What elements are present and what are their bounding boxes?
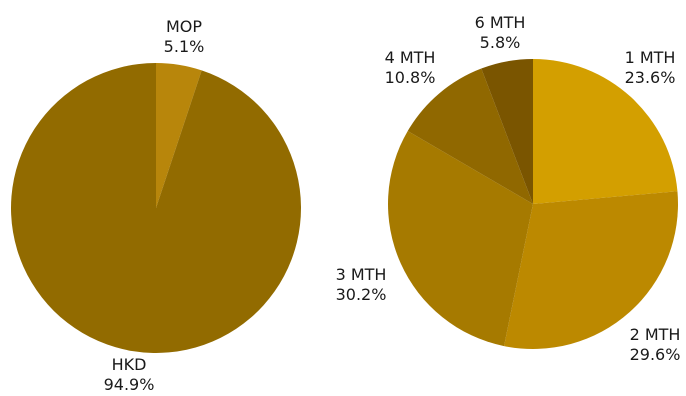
pie1-value-mop: 5.1% [164, 37, 205, 56]
pie2-value-4-mth: 10.8% [385, 68, 436, 87]
pie2-value-1-mth: 23.6% [625, 68, 676, 87]
pie2-label-6-mth: 6 MTH [475, 13, 526, 32]
pie2-slice-3-mth [387, 130, 533, 347]
pie2-value-6-mth: 5.8% [480, 33, 521, 52]
pie1-slice-mop [156, 63, 202, 208]
pie1-label-hkd: HKD [112, 355, 147, 374]
pie1-value-hkd: 94.9% [104, 375, 155, 394]
pie1-label-mop: MOP [166, 17, 202, 36]
pie2-label-3-mth: 3 MTH [336, 265, 387, 284]
pie2-label-2-mth: 2 MTH [630, 325, 681, 344]
pie2-slice-6-mth [481, 59, 533, 204]
pie2-value-2-mth: 29.6% [630, 345, 681, 364]
pie1-slice-hkd [11, 63, 302, 353]
pie2-label-4-mth: 4 MTH [385, 48, 436, 67]
pie2-slice-4-mth [407, 68, 533, 204]
pie2-slice-1-mth [533, 59, 678, 204]
pie2-value-3-mth: 30.2% [336, 285, 387, 304]
pie2-slice-2-mth [504, 191, 678, 350]
pie2-label-1-mth: 1 MTH [625, 48, 676, 67]
